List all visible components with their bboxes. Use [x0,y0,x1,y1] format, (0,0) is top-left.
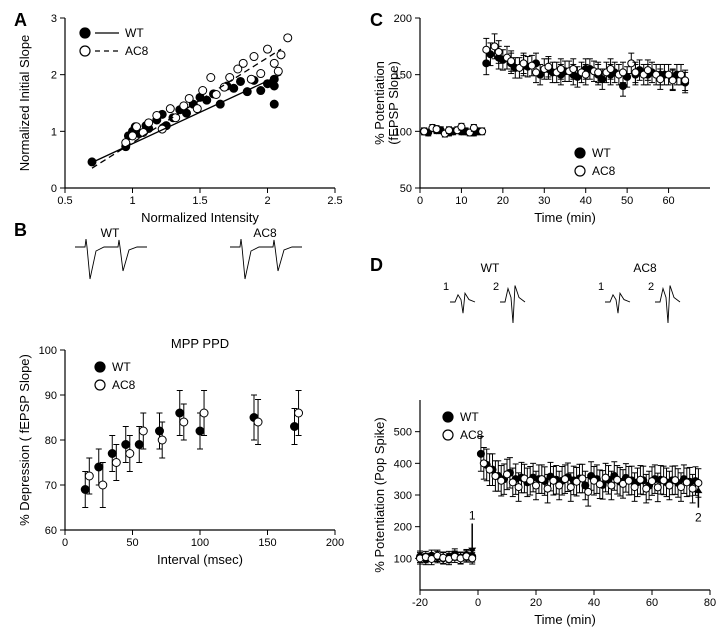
svg-text:100: 100 [39,345,57,357]
svg-text:200: 200 [326,537,344,549]
svg-text:1: 1 [598,281,604,293]
svg-text:40: 40 [580,195,592,207]
svg-text:60: 60 [646,597,658,609]
svg-text:0.5: 0.5 [57,195,72,207]
svg-text:AC8: AC8 [592,164,616,178]
svg-text:-20: -20 [412,597,428,609]
svg-text:400: 400 [394,458,412,470]
chart-d-popspike: -20 0 20 40 60 80 100 200 300 400 500 Time (min) % P… [370,385,720,630]
svg-text:WT: WT [481,261,500,275]
svg-text:60: 60 [662,195,674,207]
traces-d: WT AC8 1 2 1 2 [410,260,720,340]
svg-text:1: 1 [51,126,57,138]
svg-text:90: 90 [45,390,57,402]
svg-text:40: 40 [588,597,600,609]
svg-text:20: 20 [530,597,542,609]
svg-text:100: 100 [191,537,209,549]
svg-text:2: 2 [264,195,270,207]
svg-text:300: 300 [394,490,412,502]
svg-text:AC8: AC8 [253,226,277,240]
svg-text:AC8: AC8 [460,428,484,442]
svg-text:1: 1 [129,195,135,207]
svg-text:Normalized Intensity: Normalized Intensity [141,210,259,225]
svg-text:WT: WT [101,226,120,240]
chart-b-ppd: 0 50 100 150 200 60 70 80 90 100 Interval (msec) % … [15,335,345,570]
svg-text:50: 50 [621,195,633,207]
svg-text:60: 60 [45,525,57,537]
svg-text:WT: WT [112,360,131,374]
svg-text:0: 0 [475,597,481,609]
svg-text:Time (min): Time (min) [534,612,596,627]
svg-text:80: 80 [704,597,716,609]
svg-text:MPP PPD: MPP PPD [171,336,229,351]
svg-text:Normalized Initial Slope: Normalized Initial Slope [17,35,32,172]
svg-text:3: 3 [51,13,57,25]
svg-text:WT: WT [125,26,144,40]
svg-text:% Potentiation: % Potentiation [372,61,387,145]
svg-text:% Depression ( fEPSP Slope): % Depression ( fEPSP Slope) [17,354,32,526]
svg-text:2: 2 [695,511,702,525]
svg-text:150: 150 [258,537,276,549]
svg-text:(fEPSP Slope): (fEPSP Slope) [386,61,401,145]
svg-text:30: 30 [538,195,550,207]
svg-text:200: 200 [394,522,412,534]
svg-text:AC8: AC8 [633,261,657,275]
svg-text:70: 70 [45,480,57,492]
svg-text:2: 2 [648,281,654,293]
svg-text:1: 1 [469,509,476,523]
svg-text:Interval (msec): Interval (msec) [157,552,243,567]
svg-text:50: 50 [400,183,412,195]
chart-c-ltp: 010203040506050100150200Time (min)% Pote… [370,3,720,228]
svg-text:100: 100 [394,553,412,565]
svg-text:500: 500 [394,427,412,439]
svg-text:1.5: 1.5 [192,195,207,207]
svg-text:1: 1 [443,281,449,293]
svg-text:% Potentiation (Pop Spike): % Potentiation (Pop Spike) [372,417,387,572]
svg-text:2: 2 [493,281,499,293]
svg-text:AC8: AC8 [125,44,149,58]
svg-text:WT: WT [592,146,611,160]
svg-text:0: 0 [417,195,423,207]
chart-a-scatter: 0.5 1 1.5 2 2.5 0 1 2 3 Normalized Intensity Norma… [15,3,345,228]
svg-text:0: 0 [62,537,68,549]
svg-text:0: 0 [51,183,57,195]
svg-text:2.5: 2.5 [327,195,342,207]
svg-text:20: 20 [497,195,509,207]
svg-text:AC8: AC8 [112,378,136,392]
traces-b: WT AC8 [55,225,355,295]
svg-text:2: 2 [51,70,57,82]
svg-text:200: 200 [394,13,412,25]
svg-text:10: 10 [455,195,467,207]
panel-label-d: D [370,255,383,276]
svg-text:Time (min): Time (min) [534,210,596,225]
svg-text:80: 80 [45,435,57,447]
svg-text:50: 50 [126,537,138,549]
svg-text:WT: WT [460,410,479,424]
